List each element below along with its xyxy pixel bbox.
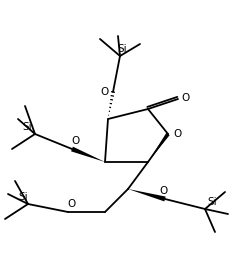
Polygon shape	[148, 133, 170, 162]
Polygon shape	[71, 147, 105, 162]
Text: O: O	[71, 136, 79, 146]
Text: O: O	[101, 87, 109, 97]
Polygon shape	[128, 189, 166, 201]
Text: O: O	[181, 93, 189, 103]
Text: O: O	[159, 186, 167, 196]
Text: Si: Si	[22, 122, 32, 132]
Text: O: O	[173, 129, 181, 139]
Text: Si: Si	[18, 192, 28, 202]
Text: Si: Si	[117, 44, 127, 54]
Text: O: O	[67, 199, 75, 209]
Text: Si: Si	[207, 197, 217, 207]
